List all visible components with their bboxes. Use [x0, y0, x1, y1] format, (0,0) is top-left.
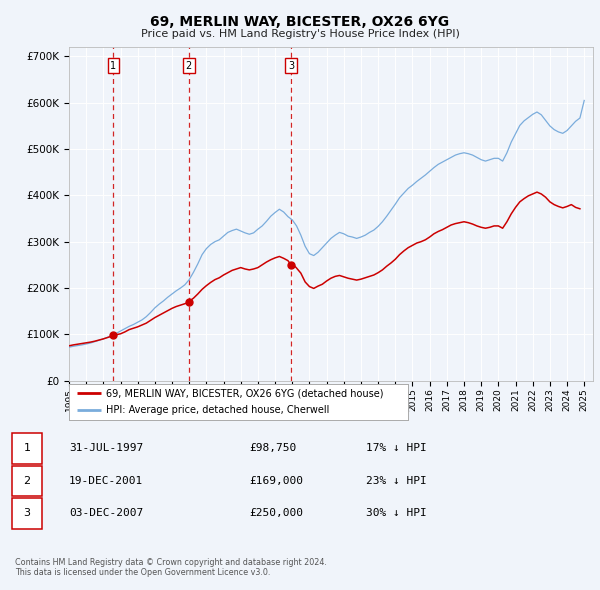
Text: 23% ↓ HPI: 23% ↓ HPI	[366, 476, 427, 486]
Text: 03-DEC-2007: 03-DEC-2007	[69, 509, 143, 518]
Text: 69, MERLIN WAY, BICESTER, OX26 6YG: 69, MERLIN WAY, BICESTER, OX26 6YG	[151, 15, 449, 30]
Text: £250,000: £250,000	[249, 509, 303, 518]
Text: 1: 1	[110, 61, 116, 71]
Text: £98,750: £98,750	[249, 444, 296, 453]
Text: 2: 2	[23, 476, 31, 486]
Text: £169,000: £169,000	[249, 476, 303, 486]
Text: Price paid vs. HM Land Registry's House Price Index (HPI): Price paid vs. HM Land Registry's House …	[140, 30, 460, 39]
Text: 3: 3	[288, 61, 294, 71]
Text: 2: 2	[185, 61, 192, 71]
Text: 30% ↓ HPI: 30% ↓ HPI	[366, 509, 427, 518]
Text: 69, MERLIN WAY, BICESTER, OX26 6YG (detached house): 69, MERLIN WAY, BICESTER, OX26 6YG (deta…	[106, 388, 384, 398]
Text: 31-JUL-1997: 31-JUL-1997	[69, 444, 143, 453]
Text: HPI: Average price, detached house, Cherwell: HPI: Average price, detached house, Cher…	[106, 405, 329, 415]
Text: 17% ↓ HPI: 17% ↓ HPI	[366, 444, 427, 453]
Text: Contains HM Land Registry data © Crown copyright and database right 2024.
This d: Contains HM Land Registry data © Crown c…	[15, 558, 327, 577]
Text: 3: 3	[23, 509, 31, 518]
Text: 1: 1	[23, 444, 31, 453]
Text: 19-DEC-2001: 19-DEC-2001	[69, 476, 143, 486]
